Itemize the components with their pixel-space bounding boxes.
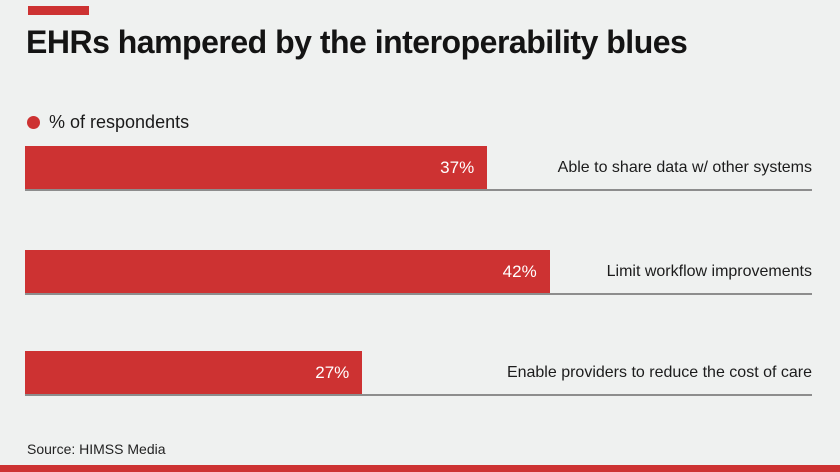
legend-dot-icon	[27, 116, 40, 129]
bottom-accent-bar	[0, 465, 840, 472]
axis-baseline	[25, 189, 812, 191]
bar-able-to-share-data: 37%	[25, 146, 488, 189]
bar-row: 27% Enable providers to reduce the cost …	[25, 351, 812, 397]
bar-category-label: Enable providers to reduce the cost of c…	[506, 363, 812, 381]
bar-category-label: Able to share data w/ other systems	[557, 158, 812, 176]
bar-value-label: 37%	[440, 158, 475, 177]
source-attribution: Source: HIMSS Media	[27, 441, 166, 457]
bar-row: 37% Able to share data w/ other systems	[25, 146, 812, 192]
bar-category-label: Limit workflow improvements	[606, 262, 812, 280]
bar-limit-workflow: 42%	[25, 250, 550, 293]
chart-title: EHRs hampered by the interoperability bl…	[26, 24, 688, 60]
bar-row: 42% Limit workflow improvements	[25, 250, 812, 296]
legend-label: % of respondents	[49, 112, 190, 132]
bar-value-label: 42%	[502, 262, 537, 281]
legend: % of respondents	[27, 112, 189, 133]
axis-baseline	[25, 293, 812, 295]
bar-reduce-cost-of-care: 27%	[25, 351, 363, 394]
top-accent-bar	[28, 6, 89, 15]
bar-value-label: 27%	[315, 363, 350, 382]
axis-baseline	[25, 394, 812, 396]
